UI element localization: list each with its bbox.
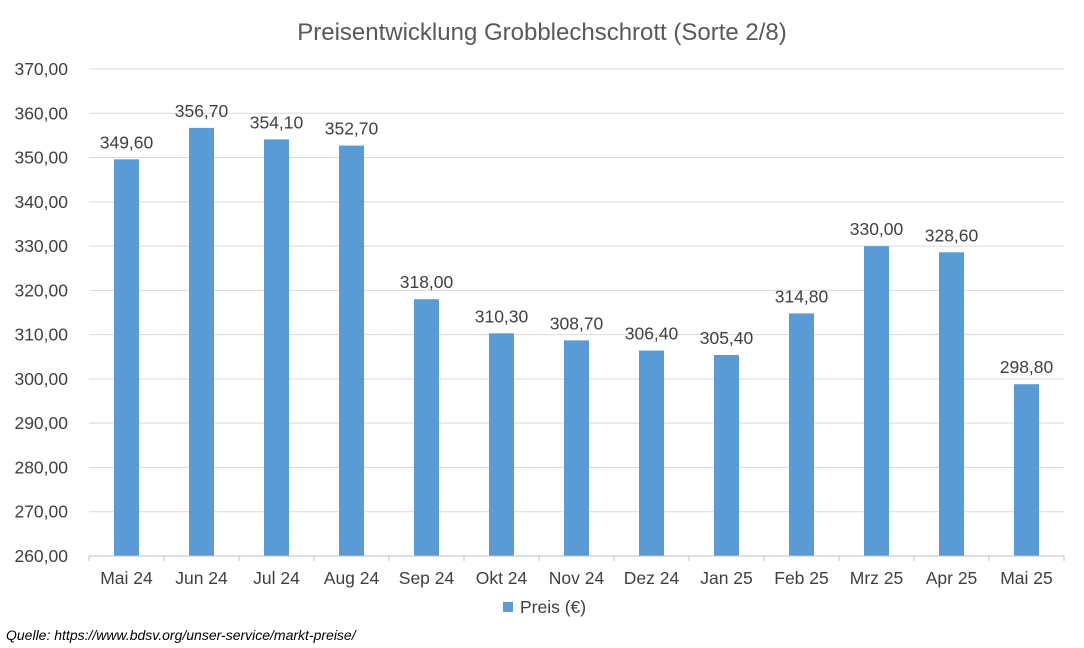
data-label: 330,00 <box>850 219 904 239</box>
x-tick-label: Aug 24 <box>324 568 380 588</box>
x-tick-label: Mai 24 <box>100 568 153 588</box>
bar <box>414 299 439 556</box>
bar <box>114 159 139 557</box>
x-tick-label: Mai 25 <box>1000 568 1053 588</box>
bar <box>1014 384 1039 556</box>
bar <box>264 139 289 557</box>
y-tick-label: 290,00 <box>14 413 68 433</box>
legend: Preis (€) <box>503 597 586 617</box>
y-tick-label: 370,00 <box>14 59 68 79</box>
bar <box>789 313 814 556</box>
y-tick-label: 300,00 <box>14 369 68 389</box>
legend-swatch <box>503 602 513 612</box>
x-tick-label: Sep 24 <box>399 568 455 588</box>
y-tick-label: 340,00 <box>14 192 68 212</box>
x-tick-label: Jul 24 <box>253 568 300 588</box>
y-tick-label: 310,00 <box>14 325 68 345</box>
x-tick-label: Feb 25 <box>774 568 828 588</box>
legend-label: Preis (€) <box>520 597 586 617</box>
x-axis: Mai 24 Jun 24 Jul 24 Aug 24 Sep 24 Okt 24 Nov … <box>88 555 1065 588</box>
gridlines <box>89 68 1064 513</box>
y-tick-label: 330,00 <box>14 236 68 256</box>
data-label: 328,60 <box>925 225 979 245</box>
y-tick-label: 360,00 <box>14 103 68 123</box>
bar <box>864 246 889 556</box>
x-tick-label: Apr 25 <box>926 568 978 588</box>
source-note: Quelle: https://www.bdsv.org/unser-servi… <box>6 627 358 643</box>
chart-title: Preisentwicklung Grobblechschrott (Sorte… <box>297 19 787 46</box>
data-label: 298,80 <box>1000 357 1054 377</box>
data-label: 314,80 <box>775 286 829 306</box>
bar <box>339 145 364 557</box>
data-label: 305,40 <box>700 328 754 348</box>
bar <box>564 340 589 556</box>
bar <box>939 252 964 556</box>
bar <box>489 333 514 556</box>
bar <box>714 355 739 556</box>
x-tick-label: Jan 25 <box>700 568 753 588</box>
data-label: 349,60 <box>100 132 154 152</box>
bar <box>639 350 664 556</box>
data-label: 352,70 <box>325 119 379 139</box>
x-tick-label: Mrz 25 <box>850 568 903 588</box>
x-tick-label: Jun 24 <box>175 568 228 588</box>
data-label: 354,10 <box>250 112 304 132</box>
y-tick-label: 260,00 <box>14 546 68 566</box>
x-tick-label: Nov 24 <box>549 568 605 588</box>
data-label: 356,70 <box>175 101 229 121</box>
y-tick-label: 320,00 <box>14 280 68 300</box>
bar <box>189 127 214 557</box>
y-tick-label: 350,00 <box>14 148 68 168</box>
data-label: 308,70 <box>550 313 604 333</box>
x-tick-label: Okt 24 <box>476 568 528 588</box>
data-label: 318,00 <box>400 272 454 292</box>
data-label: 310,30 <box>475 306 529 326</box>
x-tick-label: Dez 24 <box>624 568 680 588</box>
y-tick-label: 280,00 <box>14 457 68 477</box>
y-tick-label: 270,00 <box>14 502 68 522</box>
data-label: 306,40 <box>625 324 679 344</box>
y-axis: 260,00 270,00 280,00 290,00 300,00 310,00 320,… <box>14 59 68 566</box>
bars: 349,60 356,70 354,10 352,70 318,00 310,30 308,… <box>100 101 1054 557</box>
